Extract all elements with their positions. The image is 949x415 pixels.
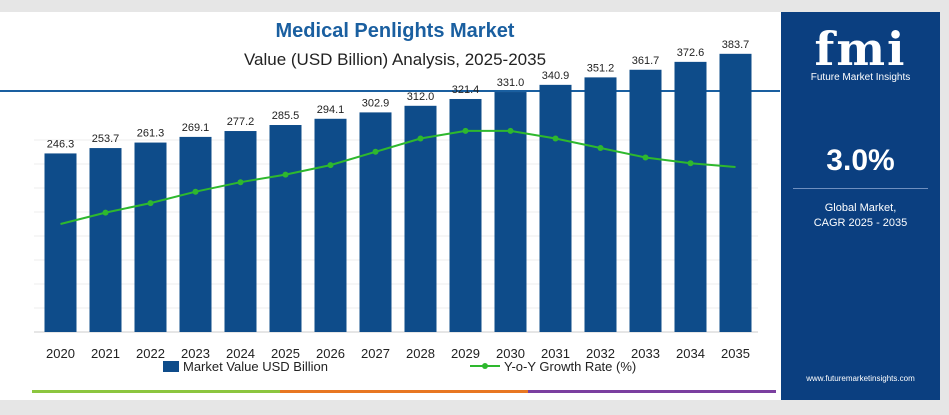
bar [404,105,437,332]
legend-label-bar: Market Value USD Billion [183,359,328,374]
bar [134,142,167,332]
x-tick-label: 2024 [226,346,255,361]
bar [179,136,212,332]
bar [584,77,617,332]
bar [44,153,77,332]
website-url: www.futuremarketinsights.com [806,374,915,383]
bar [449,98,482,332]
bar-data-label: 383.7 [722,39,750,51]
growth-point [507,127,514,134]
bar-data-label: 340.9 [542,70,570,82]
x-tick-label: 2032 [586,346,615,361]
growth-point [552,135,559,142]
legend-swatch-bar [163,361,179,372]
growth-point [147,200,154,207]
bar-data-label: 269.1 [182,122,210,134]
data-labels: 246.3 253.7 261.3 269.1 277.2 285.5 294.1 302.9… [47,39,750,151]
bar-data-label: 331.0 [497,77,525,89]
growth-point [642,154,649,161]
growth-point [237,179,244,186]
bar [629,69,662,332]
chart-title: Medical Penlights Market [275,20,515,42]
legend-label-line: Y-o-Y Growth Rate (%) [504,359,636,374]
cagr-label-line-1: Global Market, [824,202,897,214]
strip-segment [528,390,776,393]
bar [674,61,707,333]
bar [359,112,392,333]
legend-swatch-dot [482,363,488,369]
bar [314,118,347,332]
x-tick-label: 2022 [136,346,165,361]
strip-segment [280,390,528,393]
x-tick-label: 2021 [91,346,120,361]
growth-point [102,209,109,216]
bar [224,131,257,332]
x-tick-label: 2028 [406,346,435,361]
chart-subtitle: Value (USD Billion) Analysis, 2025-2035 [243,50,547,69]
x-axis-ticks: 2020 2021 2022 2023 2024 2025 2026 2027 2028 2029… [46,346,750,361]
x-tick-label: 2034 [676,346,705,361]
bar-series [44,53,752,333]
bar-data-label: 302.9 [362,97,390,109]
x-tick-label: 2023 [181,346,210,361]
growth-point [597,145,604,151]
x-tick-label: 2030 [496,346,525,361]
bar-data-label: 351.2 [587,62,615,74]
bar [539,84,572,332]
bar-data-label: 312.0 [407,91,435,103]
growth-point [192,188,199,195]
growth-point [462,127,469,134]
x-tick-label: 2025 [271,346,300,361]
cagr-value: 3.0% [826,144,895,177]
panel-divider [793,188,928,189]
bar-data-label: 246.3 [47,138,75,150]
growth-line [60,129,736,225]
x-tick-label: 2020 [46,346,75,361]
legend: Market Value USD Billion Y-o-Y Growth Ra… [163,359,636,374]
bar [269,125,302,332]
x-tick-label: 2033 [631,346,660,361]
x-tick-label: 2031 [541,346,570,361]
growth-point [327,162,334,169]
chart-card: Medical Penlights Market Value (USD Bill… [0,12,940,400]
bar-data-label: 361.7 [632,55,660,67]
growth-point [687,160,694,167]
growth-point [372,148,379,155]
bar-data-label: 277.2 [227,116,255,128]
bottom-color-strip [32,390,776,393]
growth-point [417,135,424,142]
growth-point [282,171,289,178]
bar-data-label: 321.4 [452,84,480,96]
bar [89,148,122,332]
bar-data-label: 261.3 [137,128,165,140]
bar-data-label: 294.1 [317,104,345,116]
cagr-label-line-2: CAGR 2025 - 2035 [813,217,908,229]
x-tick-label: 2027 [361,346,390,361]
title-rule [0,90,780,92]
fmi-logo-subtitle: Future Market Insights [810,72,911,83]
bar [719,53,752,332]
growth-line-series [60,127,736,225]
x-tick-label: 2029 [451,346,480,361]
fmi-logo: fmi [814,22,907,76]
info-panel: fmi Future Market Insights 3.0% Global M… [781,12,940,400]
bar-data-label: 253.7 [92,133,120,145]
strip-segment [32,390,280,393]
bar-data-label: 372.6 [677,47,705,59]
x-tick-label: 2035 [721,346,750,361]
x-tick-label: 2026 [316,346,345,361]
chart-area: 246.3 253.7 261.3 269.1 277.2 285.5 294.1 302.9… [32,39,776,393]
bar-data-label: 285.5 [272,110,300,122]
